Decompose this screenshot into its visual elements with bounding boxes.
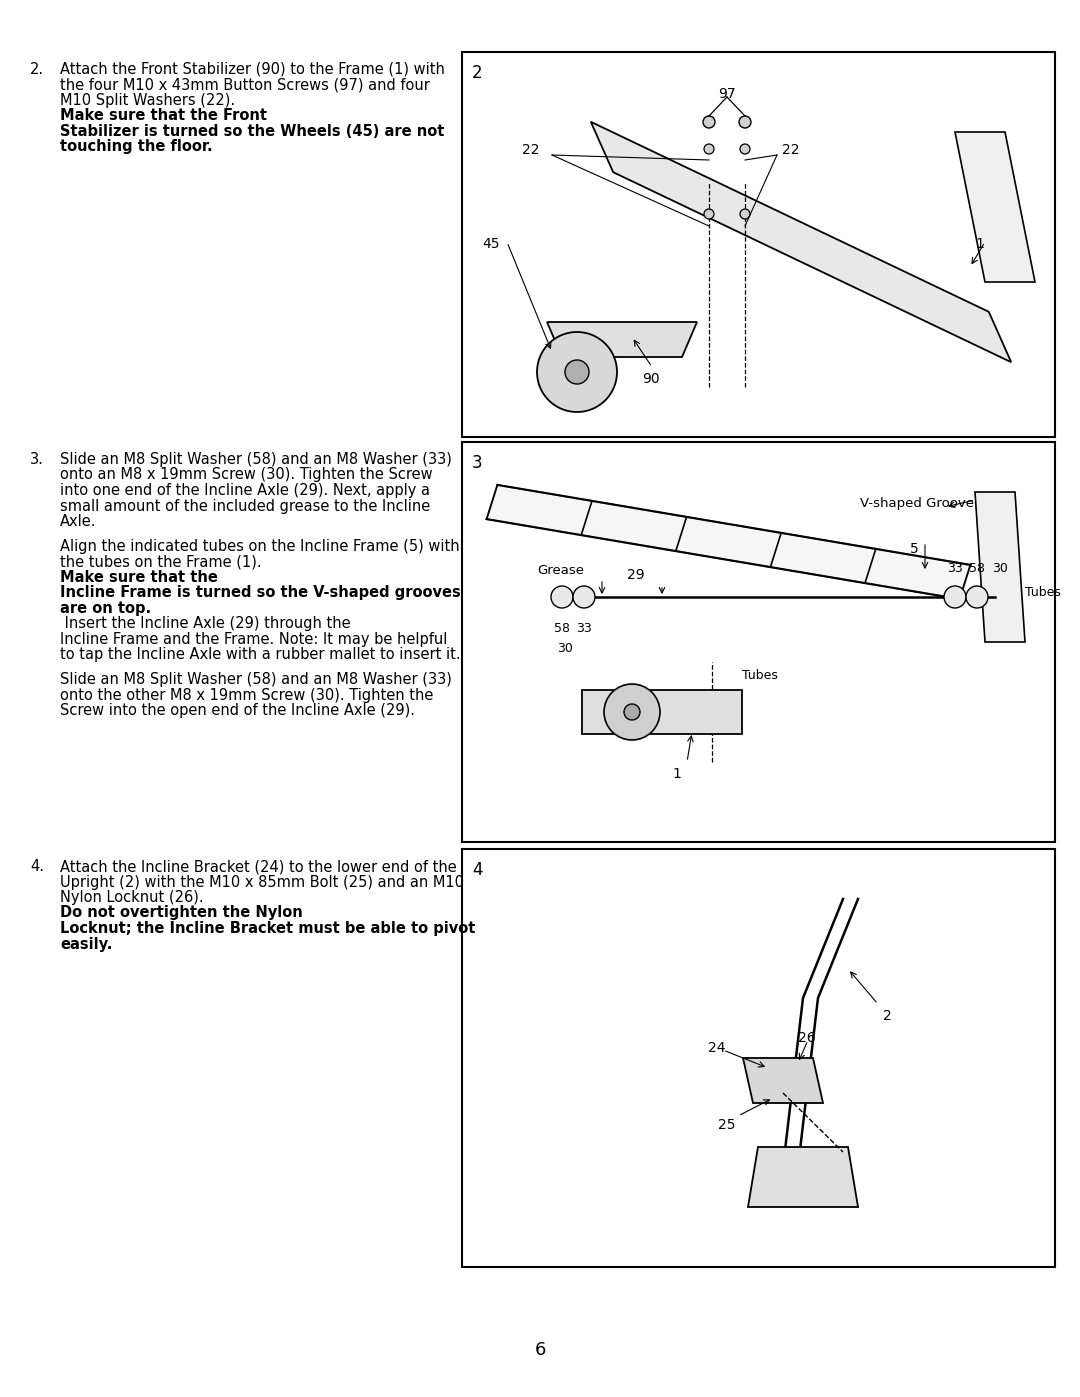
Text: 24: 24 [708,1041,726,1055]
Text: to tap the Incline Axle with a rubber mallet to insert it.: to tap the Incline Axle with a rubber ma… [60,647,461,662]
Bar [462,849,1055,1267]
Text: 2.: 2. [30,61,44,77]
Polygon shape [487,485,971,599]
Polygon shape [955,131,1035,282]
Text: Axle.: Axle. [60,514,96,529]
Text: Nylon Locknut (26).: Nylon Locknut (26). [60,890,208,905]
Text: 4: 4 [472,861,483,879]
Text: 58: 58 [969,562,985,576]
Text: easily.: easily. [60,936,112,951]
Circle shape [739,116,751,129]
Text: 29: 29 [627,569,645,583]
Text: 6: 6 [535,1341,545,1359]
Circle shape [703,116,715,129]
Circle shape [740,144,750,154]
Text: 2: 2 [472,64,483,82]
Text: 1: 1 [975,237,984,251]
Text: Incline Frame and the Frame. Note: It may be helpful: Incline Frame and the Frame. Note: It ma… [60,631,447,647]
Text: Upright (2) with the M10 x 85mm Bolt (25) and an M10: Upright (2) with the M10 x 85mm Bolt (25… [60,875,464,890]
Circle shape [604,685,660,740]
Text: small amount of the included grease to the Incline: small amount of the included grease to t… [60,499,430,514]
Circle shape [537,332,617,412]
Circle shape [624,704,640,719]
Circle shape [966,585,988,608]
Text: Stabilizer is turned so the Wheels (45) are not: Stabilizer is turned so the Wheels (45) … [60,124,444,138]
Polygon shape [743,1058,823,1104]
Polygon shape [546,321,697,358]
Circle shape [704,210,714,219]
Text: onto an M8 x 19mm Screw (30). Tighten the Screw: onto an M8 x 19mm Screw (30). Tighten th… [60,468,433,482]
Text: 33: 33 [947,562,963,576]
Circle shape [944,585,966,608]
Text: touching the floor.: touching the floor. [60,140,213,155]
Text: 4.: 4. [30,859,44,875]
Bar [582,690,742,733]
Text: Grease: Grease [537,564,584,577]
Text: 33: 33 [576,622,592,636]
Text: the four M10 x 43mm Button Screws (97) and four: the four M10 x 43mm Button Screws (97) a… [60,77,430,92]
Text: Tubes: Tubes [742,669,778,682]
Text: Insert the Incline Axle (29) through the: Insert the Incline Axle (29) through the [60,616,351,631]
Text: 1: 1 [672,767,680,781]
Text: Align the indicated tubes on the Incline Frame (5) with: Align the indicated tubes on the Incline… [60,539,460,553]
Bar [462,52,1055,437]
Text: 3: 3 [472,454,483,472]
Text: Incline Frame is turned so the V-shaped grooves: Incline Frame is turned so the V-shaped … [60,585,461,601]
Polygon shape [975,492,1025,643]
Text: 5: 5 [910,542,919,556]
Text: Slide an M8 Split Washer (58) and an M8 Washer (33): Slide an M8 Split Washer (58) and an M8 … [60,453,451,467]
Text: 90: 90 [642,372,660,386]
Text: Attach the Incline Bracket (24) to the lower end of the: Attach the Incline Bracket (24) to the l… [60,859,457,875]
Text: Locknut; the Incline Bracket must be able to pivot: Locknut; the Incline Bracket must be abl… [60,921,475,936]
Text: Screw into the open end of the Incline Axle (29).: Screw into the open end of the Incline A… [60,703,415,718]
Text: Tubes: Tubes [1025,585,1061,598]
Circle shape [573,585,595,608]
Text: 45: 45 [482,237,499,251]
Text: Do not overtighten the Nylon: Do not overtighten the Nylon [60,905,302,921]
Text: 22: 22 [782,142,799,156]
Text: onto the other M8 x 19mm Screw (30). Tighten the: onto the other M8 x 19mm Screw (30). Tig… [60,687,433,703]
Text: are on top.: are on top. [60,601,151,616]
Text: 30: 30 [993,562,1008,576]
Circle shape [704,144,714,154]
Text: 3.: 3. [30,453,44,467]
Circle shape [551,585,573,608]
Text: Make sure that the Front: Make sure that the Front [60,109,267,123]
Text: M10 Split Washers (22).: M10 Split Washers (22). [60,94,240,108]
Text: into one end of the Incline Axle (29). Next, apply a: into one end of the Incline Axle (29). N… [60,483,430,497]
Text: Make sure that the: Make sure that the [60,570,218,585]
Text: 25: 25 [718,1118,735,1132]
Polygon shape [748,1147,858,1207]
Bar [462,441,1055,842]
Text: 30: 30 [557,643,572,655]
Circle shape [740,210,750,219]
Text: Slide an M8 Split Washer (58) and an M8 Washer (33): Slide an M8 Split Washer (58) and an M8 … [60,672,451,687]
Text: Attach the Front Stabilizer (90) to the Frame (1) with: Attach the Front Stabilizer (90) to the … [60,61,445,77]
Text: 97: 97 [718,87,735,101]
Text: 22: 22 [522,142,540,156]
Text: 26: 26 [798,1031,815,1045]
Text: 58: 58 [554,622,570,636]
Text: 2: 2 [883,1009,892,1023]
Text: V-shaped Groove: V-shaped Groove [860,497,974,510]
Text: the tubes on the Frame (1).: the tubes on the Frame (1). [60,555,267,570]
Polygon shape [591,122,1011,362]
Circle shape [565,360,589,384]
